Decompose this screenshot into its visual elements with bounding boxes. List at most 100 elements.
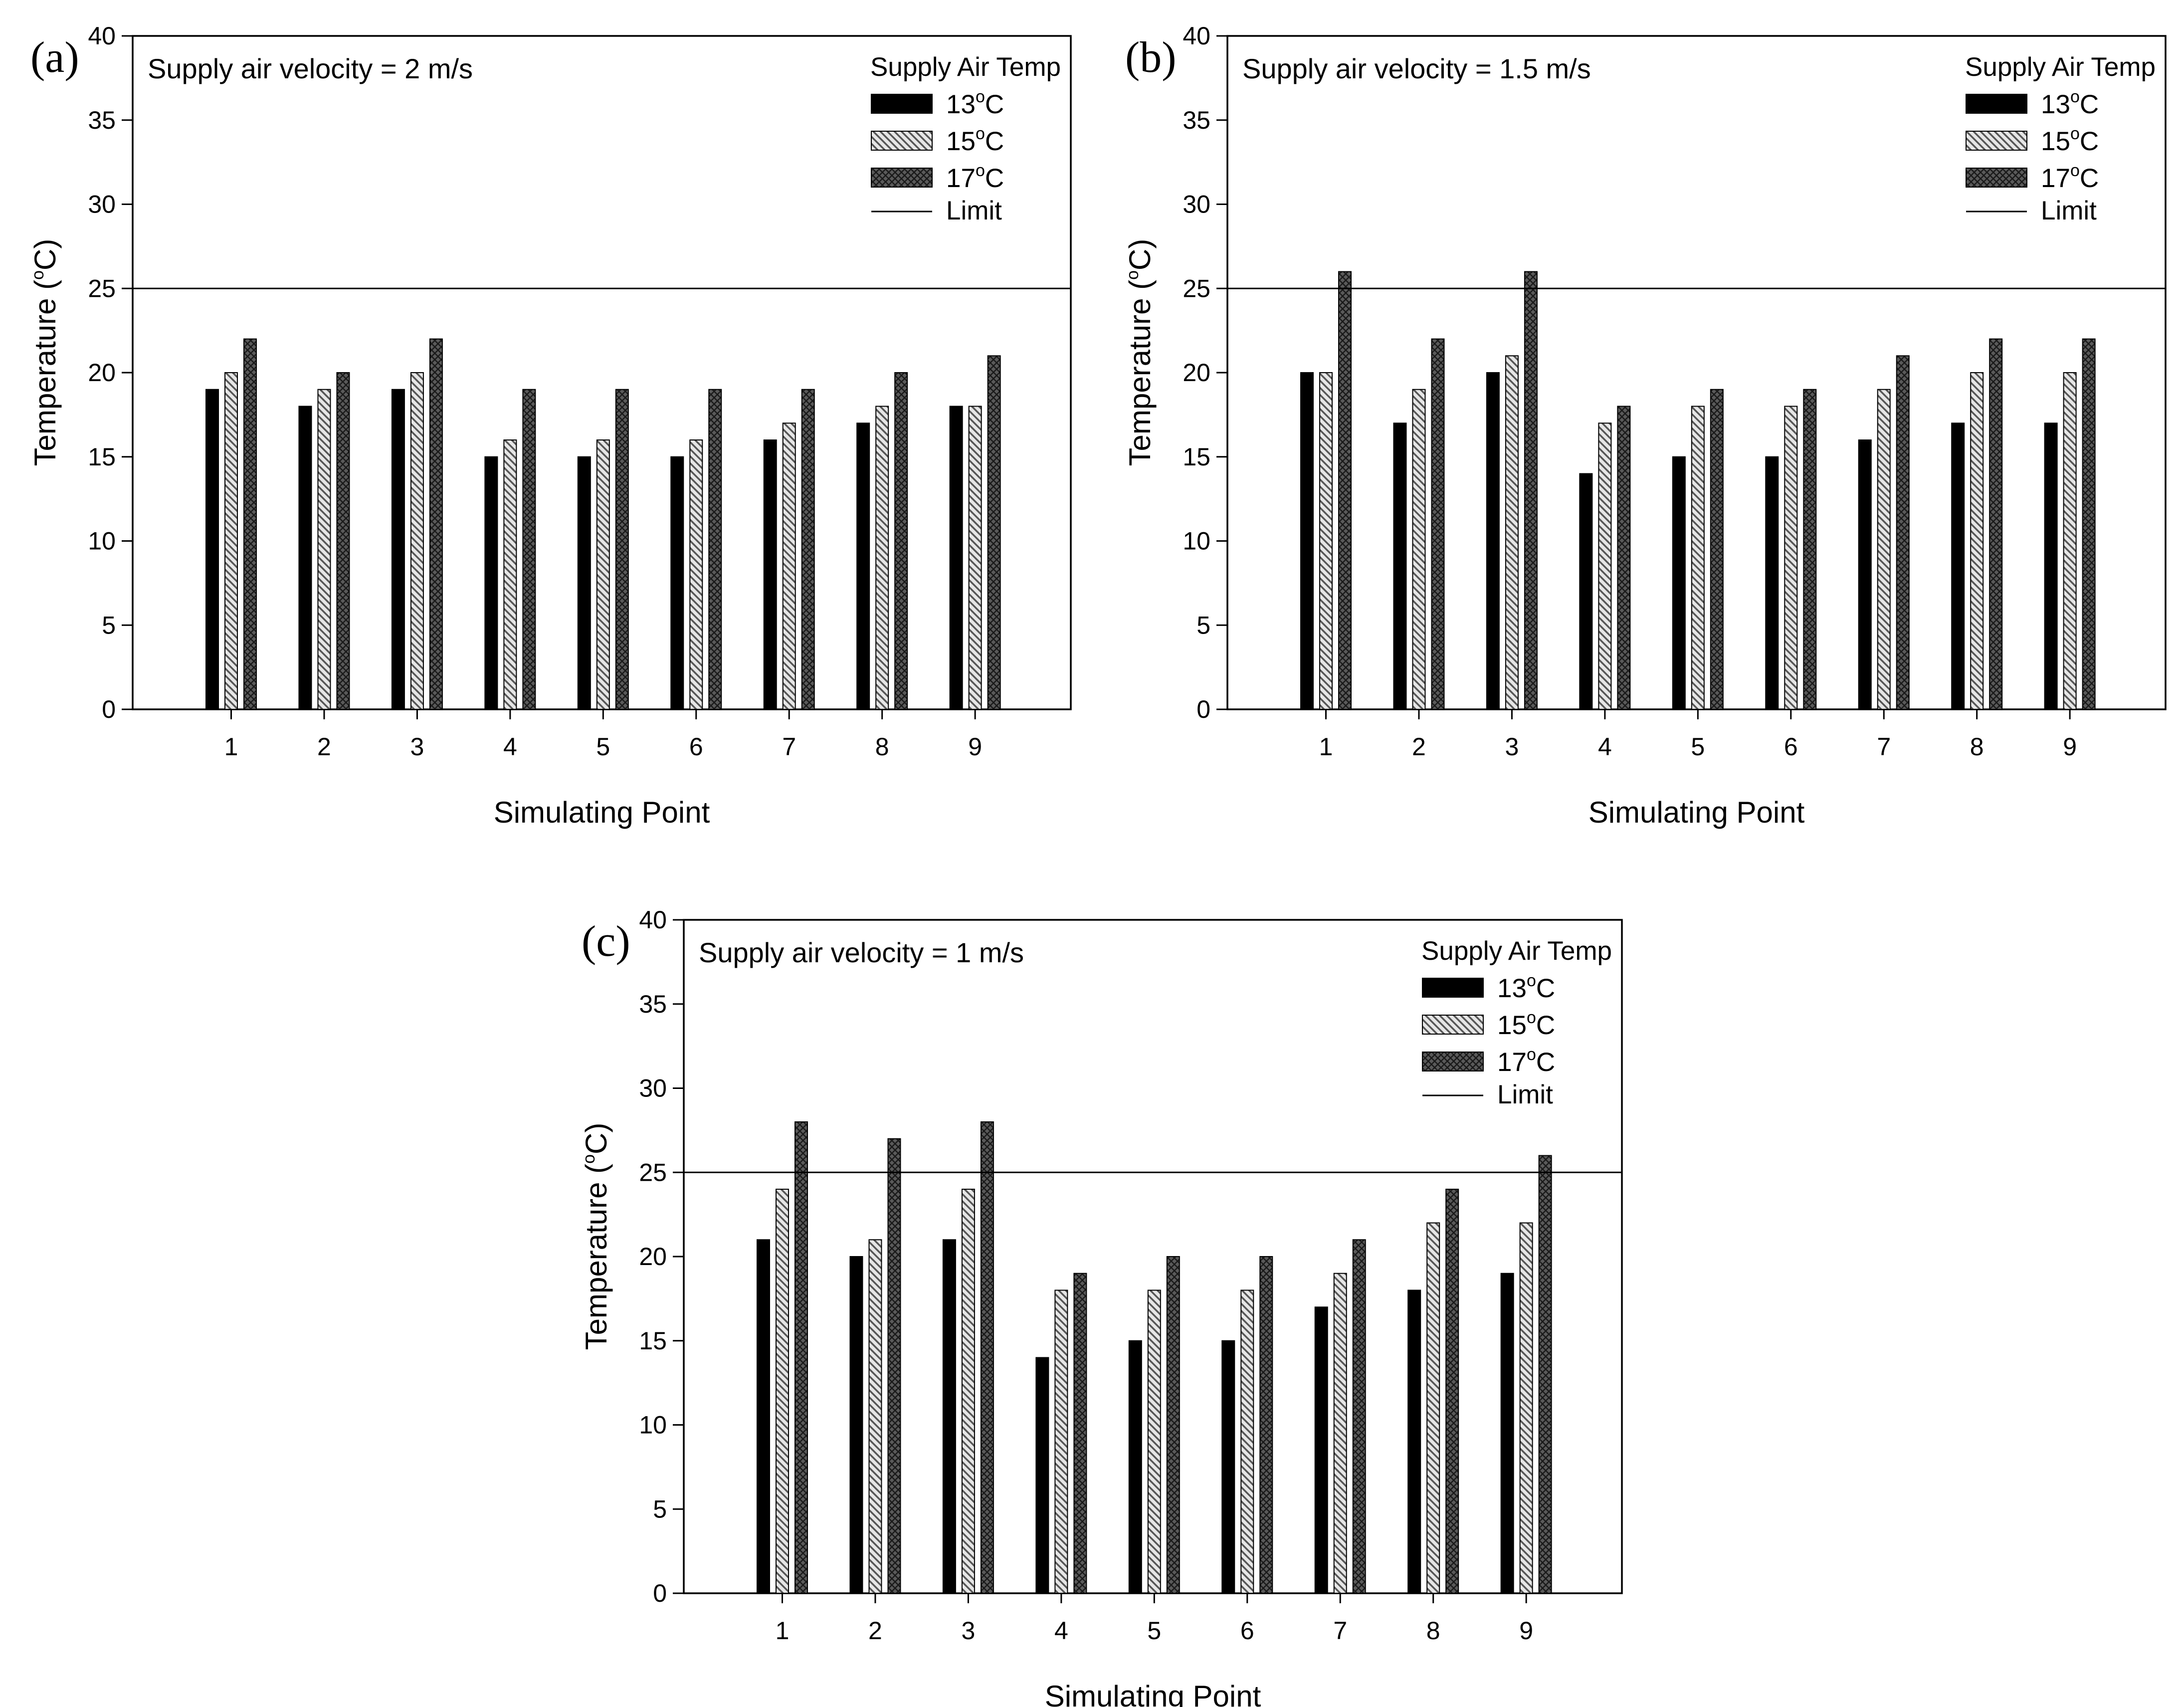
bar-17C-point-9 (1538, 1155, 1552, 1594)
bar-13C-point-6 (1765, 456, 1779, 710)
bar-15C-point-4 (1054, 1289, 1068, 1594)
bar-15C-point-6 (689, 439, 703, 710)
legend-swatch-15C (871, 131, 933, 151)
bar-13C-point-2 (849, 1256, 863, 1594)
legend-label-13C: 13oC (946, 87, 1004, 119)
y-tick-label: 25 (1183, 274, 1210, 302)
chart-panel: (a) 0 5 10 15 20 25 30 35 40 1 2 3 4 5 6 7 8 9 Supply air v… (28, 22, 1072, 829)
x-tick-label: 3 (962, 1617, 976, 1645)
x-tick-label: 5 (596, 733, 610, 761)
bar-15C-point-4 (1598, 423, 1612, 710)
bar-13C-point-7 (763, 439, 777, 710)
legend-swatch-15C (1422, 1015, 1484, 1035)
x-tick-label: 4 (1598, 733, 1612, 761)
bar-17C-point-2 (887, 1138, 901, 1594)
legend: Supply Air Temp 13oC 15oC 17oC Limit (1965, 52, 2156, 225)
legend-swatch-17C (1966, 168, 2027, 188)
bar-13C-point-9 (949, 406, 963, 710)
bar-17C-point-9 (2082, 338, 2096, 710)
x-tick-label: 1 (776, 1617, 790, 1645)
x-tick-label: 8 (1970, 733, 1984, 761)
x-tick-label: 9 (1519, 1617, 1533, 1645)
x-tick-label: 6 (689, 733, 703, 761)
bar-13C-point-4 (1579, 473, 1593, 710)
y-tick-label: 40 (1183, 22, 1210, 50)
bar-15C-point-5 (1147, 1289, 1161, 1594)
bar-15C-point-5 (596, 439, 610, 710)
y-tick-label: 25 (639, 1158, 667, 1186)
bar-17C-point-3 (980, 1121, 994, 1594)
bar-17C-point-6 (708, 389, 722, 710)
bar-13C-point-6 (1221, 1340, 1235, 1594)
legend-label-15C: 15oC (2041, 124, 2099, 156)
y-tick-label: 10 (1183, 527, 1210, 555)
y-tick-label: 35 (88, 106, 116, 134)
bar-13C-point-3 (1486, 372, 1500, 710)
bar-13C-point-3 (942, 1239, 956, 1594)
legend-label-15C: 15oC (946, 124, 1004, 156)
bar-15C-point-2 (317, 389, 331, 710)
bar-13C-point-5 (1672, 456, 1686, 710)
x-tick-label: 2 (868, 1617, 882, 1645)
bar-17C-point-4 (522, 389, 536, 710)
bar-15C-point-5 (1691, 406, 1705, 710)
x-tick-label: 7 (782, 733, 796, 761)
bar-15C-point-8 (1970, 372, 1984, 710)
y-tick-label: 40 (88, 22, 116, 50)
x-tick-label: 2 (1412, 733, 1426, 761)
legend-label-13C: 13oC (1497, 971, 1555, 1003)
y-tick-label: 20 (639, 1243, 667, 1271)
bar-15C-point-7 (1877, 389, 1891, 710)
legend-title: Supply Air Temp (1965, 52, 2156, 82)
legend: Supply Air Temp 13oC 15oC 17oC Limit (1421, 936, 1612, 1109)
legend-limit-label: Limit (2041, 196, 2097, 225)
x-tick-label: 3 (1505, 733, 1519, 761)
x-tick-label: 7 (1877, 733, 1891, 761)
bar-15C-point-8 (875, 406, 889, 710)
chart-panel: (c) 0 5 10 15 20 25 30 35 40 1 2 3 4 5 6 7 8 9 Supply air v… (580, 906, 1623, 1707)
x-tick-label: 9 (968, 733, 982, 761)
y-tick-label: 35 (639, 990, 667, 1018)
bar-13C-point-6 (670, 456, 684, 710)
x-tick-label: 1 (224, 733, 238, 761)
y-tick-label: 0 (102, 695, 116, 723)
bar-13C-point-9 (1500, 1273, 1514, 1594)
bar-17C-point-8 (894, 372, 908, 710)
panel-label: (c) (582, 917, 630, 966)
x-tick-label: 5 (1147, 1617, 1161, 1645)
y-tick-label: 15 (1183, 443, 1210, 471)
legend-label-17C: 17oC (2041, 161, 2099, 193)
bar-13C-point-2 (1393, 423, 1407, 710)
y-tick-label: 30 (639, 1074, 667, 1102)
y-tick-label: 35 (1183, 106, 1210, 134)
bar-15C-point-1 (224, 372, 238, 710)
x-tick-label: 6 (1784, 733, 1798, 761)
bar-17C-point-1 (1338, 271, 1352, 710)
legend-swatch-13C (1966, 94, 2027, 114)
bar-15C-point-6 (1240, 1289, 1254, 1594)
y-tick-label: 5 (653, 1495, 667, 1523)
legend-title: Supply Air Temp (870, 52, 1061, 82)
bar-17C-point-7 (801, 389, 815, 710)
y-tick-label: 5 (1196, 611, 1210, 639)
bar-17C-point-3 (429, 338, 443, 710)
bar-17C-point-6 (1259, 1256, 1273, 1594)
velocity-annotation: Supply air velocity = 1.5 m/s (1242, 53, 1591, 84)
bar-13C-point-9 (2044, 423, 2058, 710)
x-axis-title: Simulating Point (494, 796, 710, 829)
bar-17C-point-2 (336, 372, 350, 710)
legend-label-17C: 17oC (1497, 1045, 1555, 1077)
chart-panel: (b) 0 5 10 15 20 25 30 35 40 1 2 3 4 5 6 7 8 9 Supply air v… (1123, 22, 2167, 829)
x-tick-label: 7 (1333, 1617, 1347, 1645)
x-axis-title: Simulating Point (1588, 796, 1805, 829)
panel-label: (b) (1125, 33, 1177, 82)
x-tick-label: 6 (1240, 1617, 1254, 1645)
legend-label-13C: 13oC (2041, 87, 2099, 119)
bar-15C-point-9 (1519, 1222, 1533, 1594)
legend-label-15C: 15oC (1497, 1008, 1555, 1040)
legend-limit-label: Limit (1497, 1080, 1553, 1109)
bar-17C-point-9 (987, 355, 1001, 710)
panel-label: (a) (30, 33, 79, 82)
bar-17C-point-5 (1710, 389, 1724, 710)
bar-15C-point-7 (1333, 1273, 1347, 1594)
